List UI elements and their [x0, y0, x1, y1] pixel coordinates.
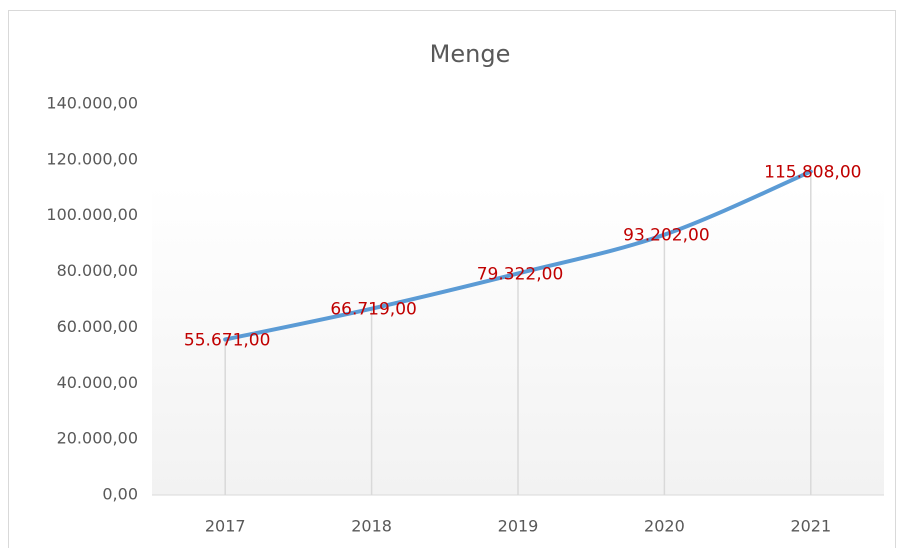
chart-title: Menge — [430, 40, 511, 68]
y-tick-label: 140.000,00 — [46, 94, 138, 113]
data-label: 55.671,00 — [184, 331, 271, 351]
data-label: 115.808,00 — [764, 163, 861, 183]
x-tick-label: 2021 — [790, 517, 831, 536]
y-tick-label: 60.000,00 — [57, 317, 138, 336]
x-tick-label: 2019 — [498, 517, 539, 536]
y-tick-label: 40.000,00 — [57, 373, 138, 392]
y-tick-label: 20.000,00 — [57, 429, 138, 448]
x-tick-label: 2020 — [644, 517, 685, 536]
data-label: 79.322,00 — [477, 264, 564, 284]
y-tick-label: 100.000,00 — [46, 205, 138, 224]
y-tick-label: 80.000,00 — [57, 261, 138, 280]
y-tick-label: 0,00 — [102, 485, 138, 504]
data-label: 66.719,00 — [330, 300, 417, 320]
x-tick-label: 2017 — [205, 517, 246, 536]
y-tick-label: 120.000,00 — [46, 149, 138, 168]
x-tick-label: 2018 — [351, 517, 392, 536]
line — [223, 169, 813, 342]
data-label: 93.202,00 — [623, 226, 710, 246]
